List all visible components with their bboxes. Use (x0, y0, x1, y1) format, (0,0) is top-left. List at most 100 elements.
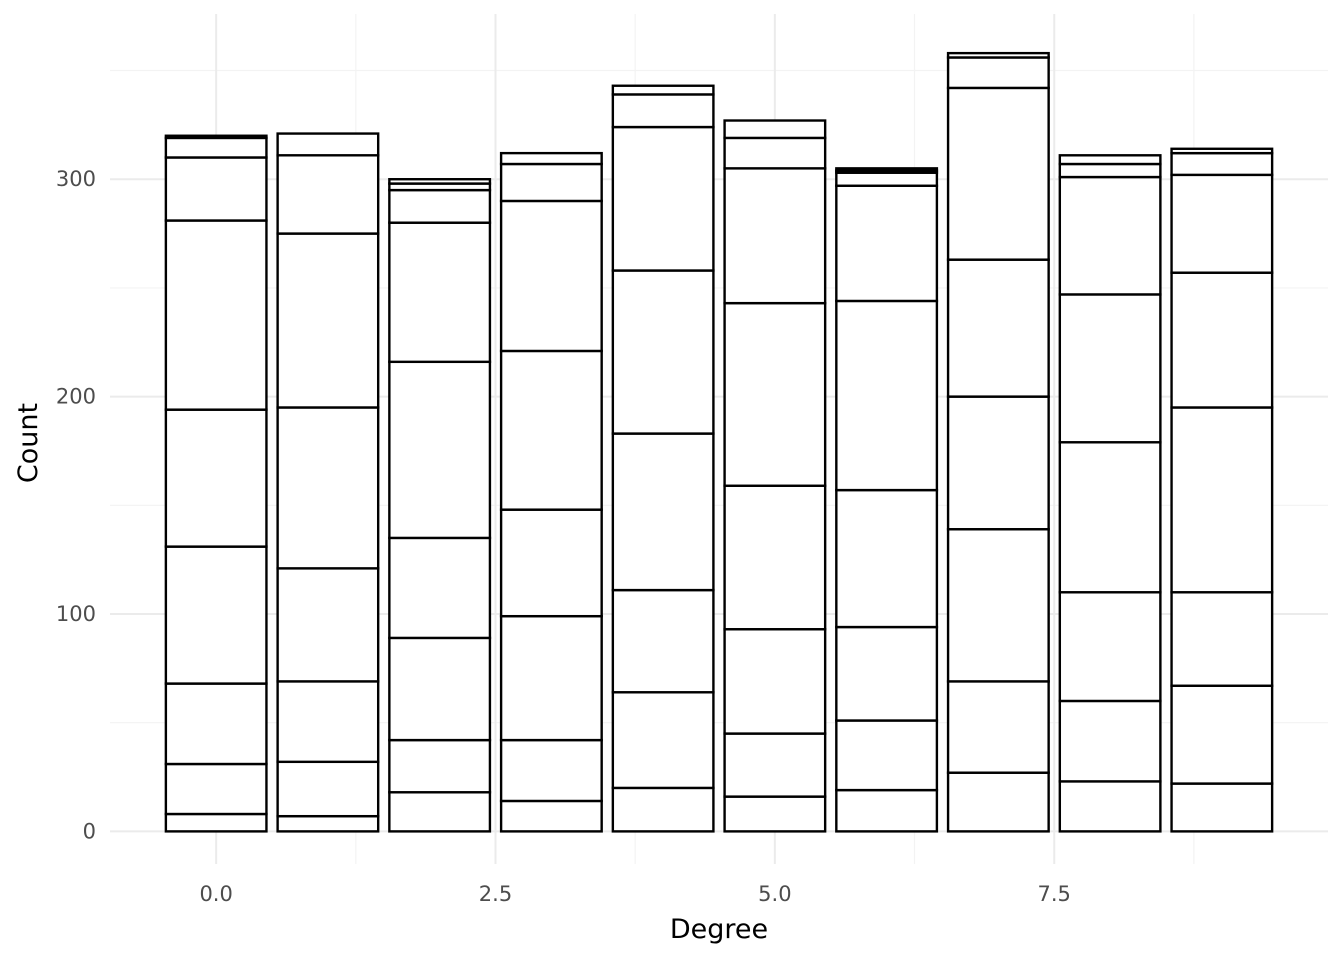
bar-segment (723, 119, 827, 140)
bar-segment (946, 86, 1050, 261)
bar-segment (1170, 684, 1274, 785)
bar-segment (835, 625, 939, 722)
bar-stack (1170, 147, 1274, 833)
bar-segment (835, 719, 939, 792)
y-tick-label: 300 (56, 167, 96, 191)
y-tick-label: 0 (83, 819, 96, 843)
x-tick-label: 7.5 (1038, 882, 1071, 906)
bar-segment (164, 156, 268, 222)
bar-segment (164, 136, 268, 159)
bar-segment (388, 791, 492, 833)
bar-segment (723, 136, 827, 170)
bar-segment (835, 488, 939, 629)
bar-segment (946, 528, 1050, 683)
bar-segment (611, 125, 715, 272)
y-axis-title: Count (13, 403, 44, 483)
bar-segment (723, 732, 827, 798)
bar-segment (835, 184, 939, 303)
bar-stack (388, 178, 492, 833)
bar-segment (611, 269, 715, 435)
bar-segment (276, 567, 380, 683)
x-tick-label: 0.0 (199, 882, 232, 906)
y-tick-label: 100 (56, 602, 96, 626)
bar-segment (723, 167, 827, 305)
bar-segment (499, 738, 603, 803)
bar-segment (164, 762, 268, 816)
bar-segment (276, 814, 380, 833)
bar-segment (276, 232, 380, 409)
bar-segment (946, 395, 1050, 531)
bar-segment (388, 636, 492, 742)
bar-segment (835, 171, 939, 187)
x-axis-title: Degree (670, 914, 768, 945)
bar-segment (164, 682, 268, 766)
bar-segment (276, 760, 380, 818)
bar-segment (946, 258, 1050, 398)
bar-segment (164, 408, 268, 548)
bar-segment (388, 178, 492, 185)
y-axis-ticks: 0 100 200 300 (56, 167, 96, 843)
y-tick-label: 200 (56, 385, 96, 409)
bar-segment (276, 680, 380, 764)
bar-segment (1058, 441, 1162, 594)
x-tick-label: 2.5 (479, 882, 512, 906)
bar-segment (1170, 147, 1274, 155)
bar-segment (164, 812, 268, 833)
bar-segment (835, 299, 939, 492)
bar-segment (499, 614, 603, 742)
bar-segment (611, 93, 715, 129)
bar-segment (611, 588, 715, 694)
bar-segment (1170, 271, 1274, 409)
x-axis-ticks: 0.0 2.5 5.0 7.5 (199, 882, 1070, 906)
bar-segment (946, 680, 1050, 774)
bar-segment (164, 545, 268, 685)
bar-segment (499, 162, 603, 203)
bar-segment (723, 301, 827, 487)
bar-segment (164, 134, 268, 140)
bar-segment (611, 786, 715, 833)
bar-stack (835, 167, 939, 833)
bar-segment (835, 788, 939, 833)
bar-segment (388, 738, 492, 794)
bar-segment (1058, 154, 1162, 166)
bar-stack (276, 132, 380, 833)
bar-segment (1058, 780, 1162, 833)
bar-segment (276, 154, 380, 235)
bar-segment (1058, 162, 1162, 179)
bar-stack (946, 51, 1050, 833)
bar-segment (1170, 591, 1274, 687)
bar-segment (611, 432, 715, 592)
bar-segment (946, 56, 1050, 90)
bar-segment (388, 221, 492, 364)
x-tick-label: 5.0 (758, 882, 791, 906)
bar-segment (499, 508, 603, 618)
bar-segment (611, 84, 715, 96)
bar-segment (946, 771, 1050, 833)
bar-segment (1170, 782, 1274, 833)
bar-segment (388, 536, 492, 640)
bar-segment (1058, 175, 1162, 296)
bar-segment (388, 360, 492, 540)
bar-segment (611, 691, 715, 790)
bars (164, 51, 1274, 833)
bar-stack (1058, 154, 1162, 833)
bar-segment (1170, 406, 1274, 594)
bar-segment (499, 199, 603, 353)
bar-segment (499, 349, 603, 511)
bar-segment (723, 795, 827, 833)
bar-segment (723, 628, 827, 735)
bar-segment (946, 51, 1050, 59)
bar-stack (723, 119, 827, 833)
bar-segment (276, 132, 380, 157)
bar-segment (499, 151, 603, 166)
bar-stack (164, 134, 268, 833)
bar-segment (1170, 173, 1274, 274)
bar-segment (1058, 699, 1162, 783)
bar-segment (499, 799, 603, 833)
bar-segment (388, 188, 492, 224)
bar-segment (276, 406, 380, 570)
bar-segment (1170, 151, 1274, 177)
bar-segment (723, 484, 827, 631)
bar-stack (499, 151, 603, 833)
